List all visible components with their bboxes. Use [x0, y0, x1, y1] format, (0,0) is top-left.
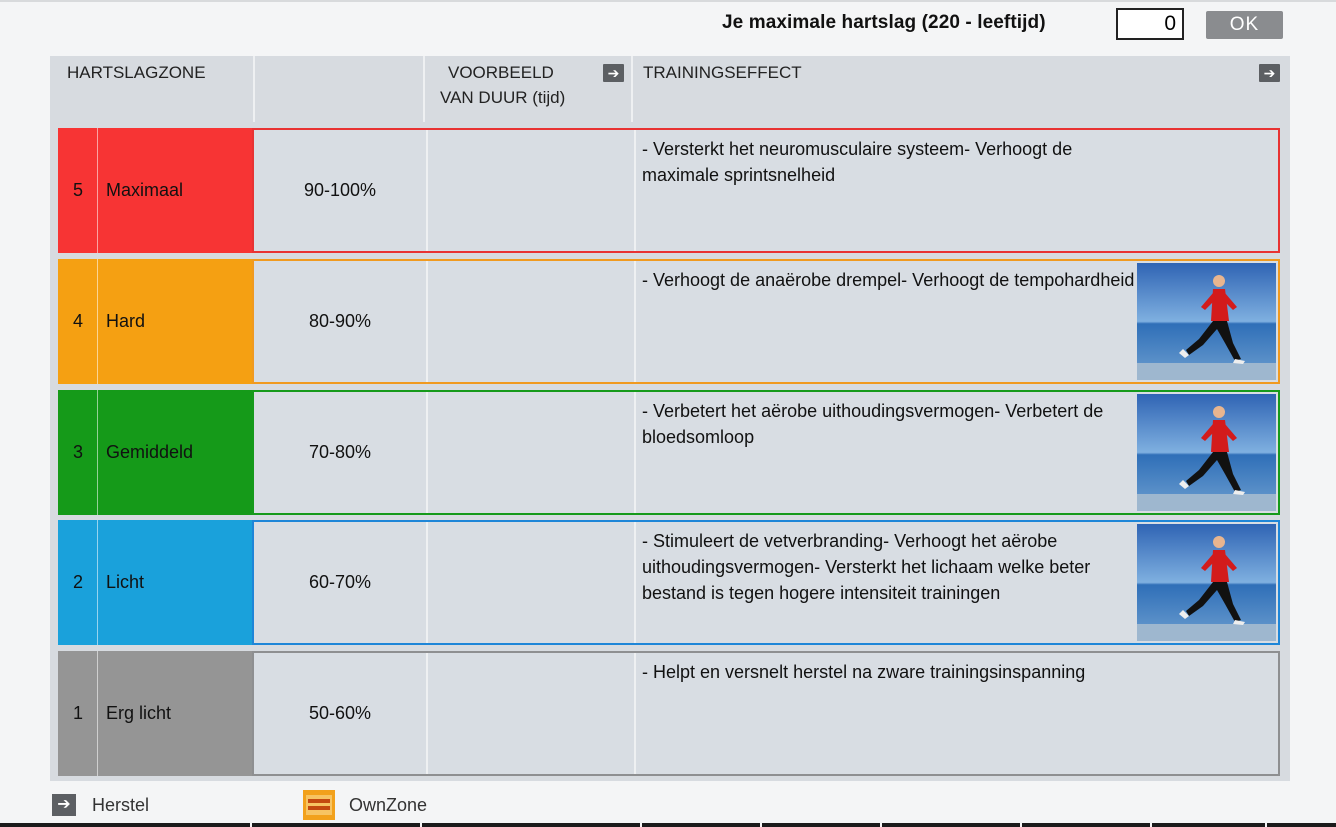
zone-row: 2 Licht 60-70% - Stimuleert de vetverbrandi… — [58, 520, 1280, 645]
zone-effect: - Stimuleert de vetverbranding- Verhoogt… — [642, 531, 1091, 603]
zone-name: Licht — [98, 520, 252, 645]
runner-photo — [1137, 263, 1276, 380]
zone-range: 60-70% — [308, 572, 372, 592]
column-divider — [426, 261, 428, 382]
column-divider — [426, 392, 428, 513]
zone-effect: - Versterkt het neuromusculaire systeem-… — [642, 139, 1073, 185]
column-header-effect: TRAININGSEFFECT — [643, 63, 802, 82]
column-divider — [634, 522, 636, 643]
runner-photo — [1137, 524, 1276, 641]
zone-number: 4 — [58, 259, 98, 384]
zone-range: 80-90% — [308, 311, 372, 331]
column-divider — [426, 653, 428, 774]
max-heart-rate-label: Je maximale hartslag (220 - leeftijd) — [722, 12, 1046, 33]
max-heart-rate-input[interactable] — [1116, 8, 1184, 40]
zone-effect: - Helpt en versnelt herstel na zware tra… — [642, 662, 1086, 682]
column-divider — [426, 522, 428, 643]
zone-body: 70-80% - Verbetert het aërobe uithoudings… — [252, 390, 1280, 515]
column-divider — [634, 130, 636, 251]
zone-body: 80-90% - Verhoogt de anaërobe drempel- Ve… — [252, 259, 1280, 384]
column-divider — [426, 130, 428, 251]
zone-body: 90-100% - Versterkt het neuromusculaire s… — [252, 128, 1280, 253]
effect-arrow-icon[interactable]: ➔ — [1259, 64, 1280, 82]
zone-body: 50-60% - Helpt en versnelt herstel na zwa… — [252, 651, 1280, 776]
column-header-duration-line2: VAN DUUR (tijd) — [440, 88, 566, 107]
column-divider — [634, 392, 636, 513]
header-divider — [253, 56, 255, 122]
zone-range: 70-80% — [308, 442, 372, 462]
zone-name: Hard — [98, 259, 252, 384]
column-header-zone: HARTSLAGZONE — [67, 63, 206, 82]
zone-number: 1 — [58, 651, 98, 776]
zone-number: 5 — [58, 128, 98, 253]
zone-name: Erg licht — [98, 651, 252, 776]
zone-row: 4 Hard 80-90% - Verhoogt de anaërobe drempe… — [58, 259, 1280, 384]
zone-number: 2 — [58, 520, 98, 645]
legend-herstel: Herstel — [92, 795, 150, 815]
bottom-border — [0, 823, 1336, 827]
zone-body: 60-70% - Stimuleert de vetverbranding- Ve… — [252, 520, 1280, 645]
herstel-arrow-icon: ➔ — [52, 794, 76, 816]
zone-range: 90-100% — [303, 180, 377, 200]
ok-button[interactable]: OK — [1206, 11, 1283, 39]
zone-number: 3 — [58, 390, 98, 515]
legend-ownzone: OwnZone — [349, 795, 428, 815]
zone-row: 3 Gemiddeld 70-80% - Verbetert het aërobe u… — [58, 390, 1280, 515]
zone-row: 5 Maximaal 90-100% - Versterkt het neuromus… — [58, 128, 1280, 253]
zone-name: Maximaal — [98, 128, 252, 253]
zone-effect: - Verhoogt de anaërobe drempel- Verhoogt… — [642, 270, 1135, 290]
zone-range: 50-60% — [308, 703, 372, 723]
duration-arrow-icon[interactable]: ➔ — [603, 64, 624, 82]
column-divider — [634, 261, 636, 382]
zone-name: Gemiddeld — [98, 390, 252, 515]
zone-row: 1 Erg licht 50-60% - Helpt en versnelt hers… — [58, 651, 1280, 776]
column-header-duration-line1: VOORBEELD — [448, 63, 554, 82]
ownzone-icon — [303, 790, 335, 820]
header-divider — [631, 56, 633, 122]
header-divider — [423, 56, 425, 122]
top-border — [0, 0, 1336, 2]
column-divider — [634, 653, 636, 774]
zone-effect: - Verbetert het aërobe uithoudingsvermog… — [642, 401, 1104, 447]
runner-photo — [1137, 394, 1276, 511]
